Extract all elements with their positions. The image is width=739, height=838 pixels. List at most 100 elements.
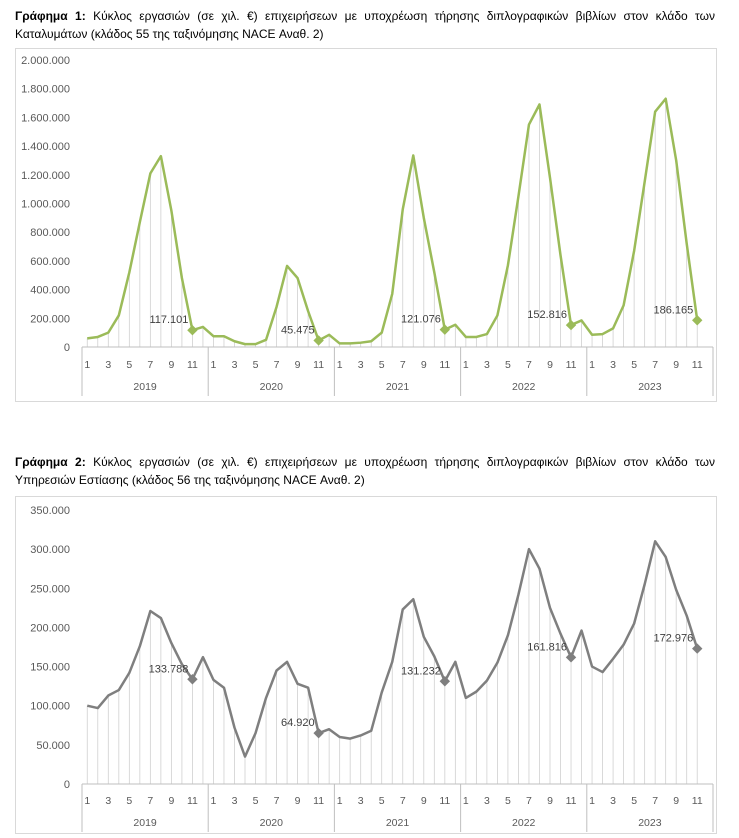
chart-2-y-tick-label: 250.000 xyxy=(30,583,70,595)
chart-2-month-tick-label: 1 xyxy=(84,795,90,807)
chart-1-month-tick-label: 5 xyxy=(505,359,511,371)
chart-2-month-tick-label: 11 xyxy=(313,795,324,807)
chart-1-data-marker xyxy=(565,319,577,331)
chart-1-month-tick-label: 5 xyxy=(631,359,637,371)
chart-1-month-tick-label: 9 xyxy=(673,359,679,371)
chart-1-month-tick-label: 1 xyxy=(463,359,469,371)
chart-1-data-label: 117.101 xyxy=(149,314,188,326)
chart-2-month-tick-label: 3 xyxy=(105,795,111,807)
chart-2-year-label: 2019 xyxy=(133,817,157,829)
chart-2-frame: 0 50.000 100.000 150.000 200.000 250.000 300.0… xyxy=(15,496,717,834)
chart-2-y-tick-label: 50.000 xyxy=(36,740,70,752)
chart-2-month-tick-label: 11 xyxy=(566,795,577,807)
chart-1-data-label: 186.165 xyxy=(653,304,693,316)
chart-2-month-tick-label: 9 xyxy=(295,795,301,807)
chart-2-month-tick-label: 11 xyxy=(692,795,703,807)
chart-2-year-label: 2023 xyxy=(638,817,662,829)
chart-1-month-tick-label: 5 xyxy=(126,359,132,371)
chart-1-month-tick-label: 3 xyxy=(105,359,111,371)
chart-1-month-tick-label: 7 xyxy=(526,359,532,371)
chart-1-year-label: 2021 xyxy=(386,381,410,393)
chart-1-data-marker xyxy=(692,315,703,326)
chart-2-data-label: 161.816 xyxy=(527,641,567,653)
chart-1-y-tick-label: 1.800.000 xyxy=(21,84,70,96)
chart-1-y-tick-label: 2.000.000 xyxy=(21,55,70,67)
chart-1-month-tick-label: 11 xyxy=(187,359,198,371)
chart-2-month-tick-label: 9 xyxy=(547,795,553,807)
chart-2-caption-label: Γράφημα 2: xyxy=(15,455,86,469)
chart-1-month-tick-label: 3 xyxy=(232,359,238,371)
chart-1-month-tick-label: 7 xyxy=(274,359,280,371)
chart-2-month-tick-label: 11 xyxy=(439,795,450,807)
chart-1-month-tick-label: 3 xyxy=(358,359,364,371)
chart-1-svg: 0 200.000 400.000 600.000 800.000 1.000.000 1.… xyxy=(21,55,714,396)
chart-1-year-label: 2019 xyxy=(133,381,157,393)
chart-2-data-label: 131.232 xyxy=(401,665,441,677)
chart-2-data-marker xyxy=(439,676,451,687)
chart-2-year-label: 2022 xyxy=(512,817,536,829)
chart-1-month-tick-label: 1 xyxy=(589,359,595,371)
chart-2-month-tick-label: 7 xyxy=(147,795,153,807)
chart-2-y-tick-label: 100.000 xyxy=(30,701,70,713)
chart-1-month-tick-label: 1 xyxy=(337,359,343,371)
chart-1-y-tick-label: 1.600.000 xyxy=(21,112,70,124)
chart-2-y-tick-label: 300.000 xyxy=(30,544,70,556)
chart-1-data-marker xyxy=(187,324,198,336)
chart-2-month-tick-label: 5 xyxy=(379,795,385,807)
chart-1-y-tick-label: 600.000 xyxy=(30,256,70,268)
chart-1-caption: Γράφημα 1: Κύκλος εργασιών (σε χιλ. €) ε… xyxy=(15,7,715,43)
chart-2-svg: 0 50.000 100.000 150.000 200.000 250.000 300.0… xyxy=(30,505,714,832)
chart-1-month-tick-label: 7 xyxy=(400,359,406,371)
chart-1-month-tick-label: 9 xyxy=(295,359,301,371)
chart-2-data-label: 64.920 xyxy=(281,717,315,729)
chart-1-month-tick-label: 1 xyxy=(84,359,90,371)
chart-2-month-tick-label: 3 xyxy=(610,795,616,807)
chart-1-month-tick-label: 7 xyxy=(652,359,658,371)
chart-1-month-tick-label: 11 xyxy=(566,359,577,371)
chart-1-month-tick-label: 5 xyxy=(379,359,385,371)
chart-1-month-tick-label: 11 xyxy=(692,359,703,371)
chart-2-data-marker xyxy=(565,652,577,663)
chart-2-y-tick-label: 200.000 xyxy=(30,622,70,634)
chart-2-month-tick-label: 5 xyxy=(126,795,132,807)
chart-2-data-marker xyxy=(692,643,703,654)
chart-2-month-tick-label: 5 xyxy=(505,795,511,807)
chart-1-caption-label: Γράφημα 1: xyxy=(15,9,86,23)
chart-1-data-label: 152.816 xyxy=(527,309,567,321)
chart-1-y-tick-label: 400.000 xyxy=(30,285,70,297)
chart-1-series-line xyxy=(87,97,699,346)
chart-1-month-tick-label: 7 xyxy=(147,359,153,371)
chart-2-year-label: 2021 xyxy=(386,817,410,829)
chart-1-y-tick-label: 800.000 xyxy=(30,227,70,239)
chart-1-y-tick-label: 1.400.000 xyxy=(21,141,70,153)
chart-1-month-tick-label: 3 xyxy=(610,359,616,371)
chart-1-month-tick-label: 11 xyxy=(313,359,324,371)
chart-1-data-marker xyxy=(313,335,324,346)
chart-1-data-marker xyxy=(439,324,451,335)
chart-1-caption-text: Κύκλος εργασιών (σε χιλ. €) επιχειρήσεων… xyxy=(15,9,715,41)
chart-1-month-tick-label: 11 xyxy=(439,359,450,371)
chart-2-data-label: 172.976 xyxy=(653,633,693,645)
chart-2-month-tick-label: 3 xyxy=(358,795,364,807)
chart-2-y-tick-label: 150.000 xyxy=(30,662,70,674)
chart-1-year-label: 2020 xyxy=(260,381,284,393)
chart-2-month-tick-label: 7 xyxy=(652,795,658,807)
chart-2-year-label: 2020 xyxy=(260,817,284,829)
chart-2-caption-text: Κύκλος εργασιών (σε χιλ. €) επιχειρήσεων… xyxy=(15,455,715,487)
chart-2-month-tick-label: 7 xyxy=(526,795,532,807)
chart-2-data-marker xyxy=(187,674,198,685)
chart-1-month-tick-label: 5 xyxy=(253,359,259,371)
chart-2-y-tick-label: 350.000 xyxy=(30,505,70,517)
chart-1-month-tick-label: 1 xyxy=(211,359,217,371)
chart-2-data-label: 133.788 xyxy=(149,663,189,675)
chart-2-series-line xyxy=(86,540,699,758)
chart-1-data-label: 45.475 xyxy=(281,324,315,336)
chart-2-month-tick-label: 1 xyxy=(589,795,595,807)
chart-2-month-tick-label: 1 xyxy=(463,795,469,807)
chart-1-y-tick-label: 200.000 xyxy=(30,313,70,325)
chart-1-year-label: 2022 xyxy=(512,381,536,393)
chart-1-y-tick-label: 0 xyxy=(64,342,70,354)
chart-2-month-tick-label: 7 xyxy=(274,795,280,807)
chart-2-month-tick-label: 5 xyxy=(253,795,259,807)
chart-1-month-tick-label: 9 xyxy=(168,359,174,371)
